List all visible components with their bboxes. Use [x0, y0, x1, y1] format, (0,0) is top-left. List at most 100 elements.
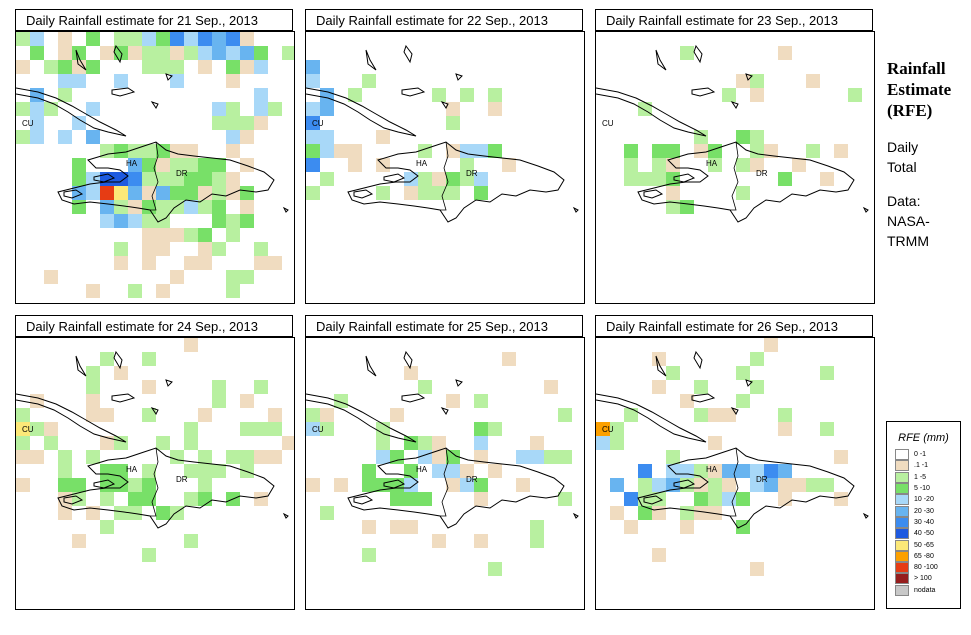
panel-title: Daily Rainfall estimate for 24 Sep., 201… [15, 315, 293, 337]
rainfall-cell [736, 492, 750, 506]
rainfall-cell [142, 172, 156, 186]
rainfall-cell [114, 200, 128, 214]
rainfall-cell [376, 186, 390, 200]
rainfall-cell [722, 408, 736, 422]
rainfall-cell [198, 46, 212, 60]
rainfall-cell [432, 172, 446, 186]
rainfall-cell [460, 144, 474, 158]
rainfall-cell [170, 506, 184, 520]
rainfall-cell [722, 464, 736, 478]
rainfall-cell [502, 352, 516, 366]
rainfall-cell [446, 464, 460, 478]
rainfall-cell [16, 436, 30, 450]
coastline-bahamas2 [693, 350, 703, 370]
rainfall-cell [226, 450, 240, 464]
rainfall-cell [170, 144, 184, 158]
rainfall-cell [72, 46, 86, 60]
rainfall-cell [376, 450, 390, 464]
rainfall-cell [268, 408, 282, 422]
rainfall-cell [184, 228, 198, 242]
rainfall-cell [460, 478, 474, 492]
rainfall-cell [694, 408, 708, 422]
rainfall-cell [488, 464, 502, 478]
rainfall-cell [184, 32, 198, 46]
rainfall-cell [652, 478, 666, 492]
rainfall-cell [834, 450, 848, 464]
coastline-inagua [111, 87, 136, 97]
map-canvas: CU HA DR [306, 44, 579, 223]
rainfall-cell [30, 46, 44, 60]
rainfall-cell [16, 450, 30, 464]
rainfall-cell [530, 534, 544, 548]
coastline-caicos [165, 73, 173, 81]
coastline-bahamas2 [113, 44, 123, 64]
rainfall-cell [666, 450, 680, 464]
rainfall-cell [212, 394, 226, 408]
rainfall-cell [212, 200, 226, 214]
rainfall-cell [212, 380, 226, 394]
rainfall-cell [156, 32, 170, 46]
rainfall-cell [254, 492, 268, 506]
rainfall-cell [226, 102, 240, 116]
rainfall-cell [530, 436, 544, 450]
legend-label: 65 -80 [914, 552, 934, 560]
rainfall-cell [334, 478, 348, 492]
rainfall-cell [170, 270, 184, 284]
rainfall-cell [128, 214, 142, 228]
rainfall-cell [86, 102, 100, 116]
rainfall-cell [198, 186, 212, 200]
coastline-gonave [93, 173, 116, 183]
rainfall-cell [240, 60, 254, 74]
rainfall-cell [58, 88, 72, 102]
rainfall-cell [376, 130, 390, 144]
rainfall-cell [474, 436, 488, 450]
rainfall-cell [44, 436, 58, 450]
country-label: HA [706, 159, 718, 168]
rainfall-cell [306, 158, 320, 172]
legend-swatch [895, 550, 909, 562]
rainfall-cell [72, 74, 86, 88]
rainfall-cell [58, 32, 72, 46]
rainfall-cell [198, 450, 212, 464]
rainfall-cell [100, 492, 114, 506]
rainfall-cell [390, 492, 404, 506]
coastline-bahamas1 [655, 355, 667, 377]
rainfall-cell [254, 116, 268, 130]
rainfall-cell [128, 46, 142, 60]
rainfall-cell [128, 32, 142, 46]
rainfall-cell [156, 144, 170, 158]
legend-label: 5 -10 [914, 485, 930, 493]
rainfall-cell [418, 186, 432, 200]
rainfall-cell [226, 60, 240, 74]
caption-title-line: (RFE) [887, 101, 933, 120]
rainfall-cell [638, 172, 652, 186]
coastline-bahamas1 [365, 49, 377, 71]
coastline-pr [282, 512, 289, 519]
caption-source-line: TRMM [887, 233, 929, 249]
rainfall-map: CU HA DR [595, 337, 875, 610]
legend-item: 20 -30 [895, 505, 960, 517]
rainfall-cell [750, 380, 764, 394]
rainfall-cell [750, 352, 764, 366]
country-label: HA [126, 159, 138, 168]
legend-swatch [895, 573, 909, 585]
rainfall-cell [100, 352, 114, 366]
legend-item: 5 -10 [895, 483, 960, 495]
rainfall-map-panel: Daily Rainfall estimate for 23 Sep., 201… [595, 9, 875, 304]
rainfall-cell [128, 200, 142, 214]
rainfall-cell [254, 450, 268, 464]
rainfall-cell [198, 478, 212, 492]
rainfall-cell [652, 548, 666, 562]
rainfall-cell [142, 548, 156, 562]
rainfall-map-panel: Daily Rainfall estimate for 25 Sep., 201… [305, 315, 585, 610]
rainfall-cell [16, 478, 30, 492]
rainfall-cell [306, 408, 320, 422]
caption-subtitle-line: Total [887, 159, 917, 175]
rainfall-cell [86, 450, 100, 464]
rainfall-cell [128, 478, 142, 492]
legend-item: 80 -100 [895, 562, 960, 574]
rainfall-cell [320, 408, 334, 422]
rainfall-cell [72, 172, 86, 186]
rainfall-cell [142, 256, 156, 270]
coastline-caicos [165, 379, 173, 387]
